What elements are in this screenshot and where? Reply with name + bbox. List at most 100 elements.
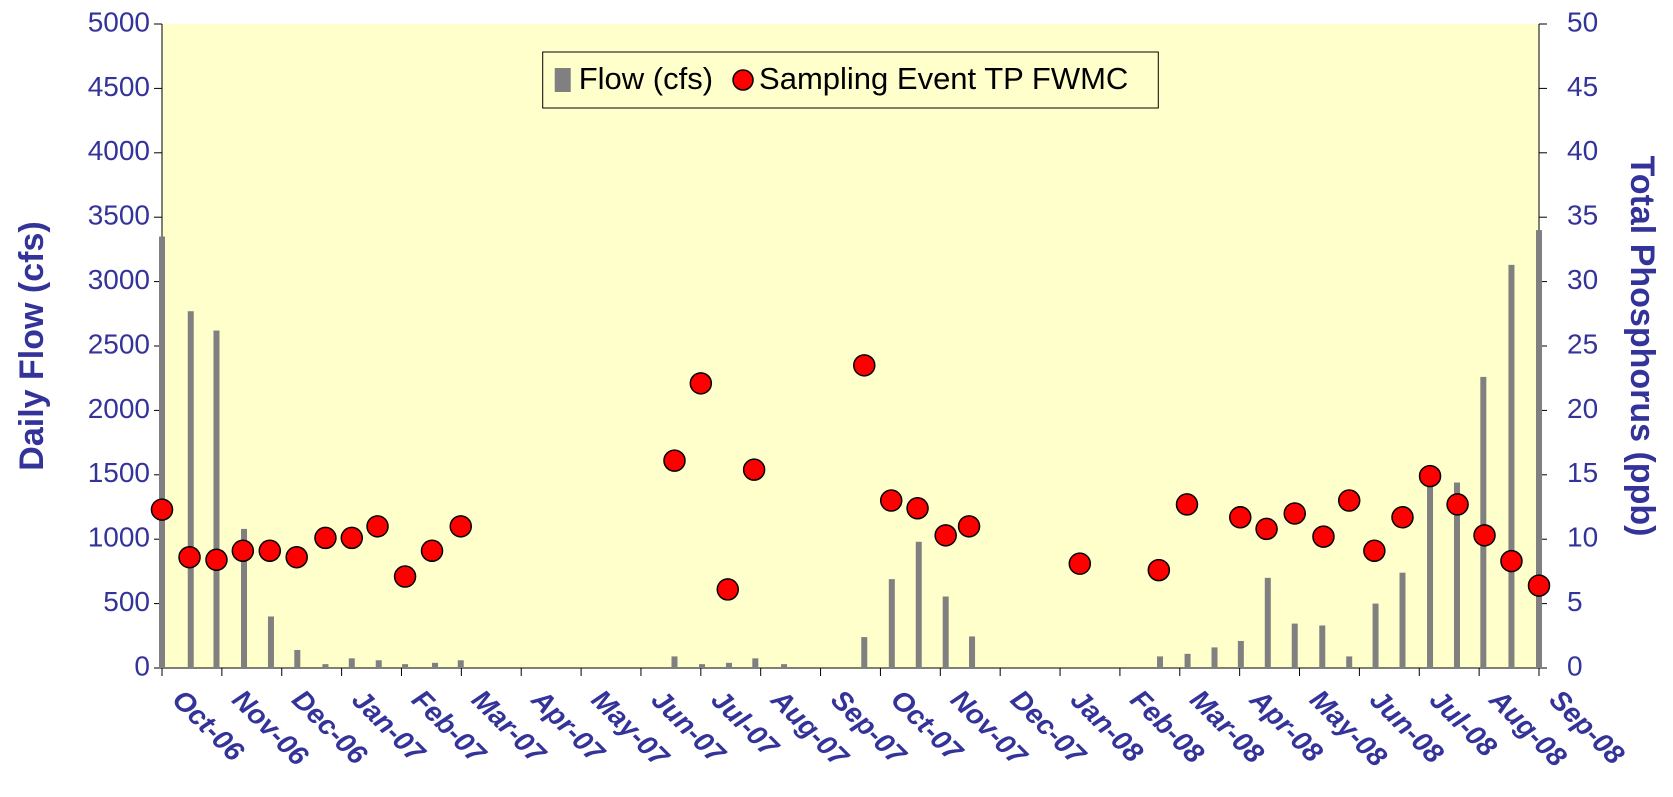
y-tick-label: 3000 [88,264,150,295]
point [231,539,255,563]
legend-box [542,51,1159,109]
legend-label: Flow (cfs) [579,61,713,96]
bar [213,330,220,668]
plot-area [162,24,1539,668]
point [150,498,174,521]
y2-tick-label: 20 [1567,393,1598,424]
bar [1508,264,1515,668]
y2-axis-title: Total Phosphorus (ppb) [1623,156,1661,537]
legend-label: Sampling Event TP FWMC [759,61,1128,96]
point [742,458,766,481]
bar [432,662,439,668]
point [1473,524,1496,547]
y2-tick-label: 30 [1567,264,1598,295]
point [366,515,389,538]
point [1500,549,1523,573]
point [906,497,929,520]
legend-swatch [554,68,571,92]
point [285,545,308,569]
legend: Flow (cfs) Sampling Event TP FWMC [542,51,1159,109]
y-tick-label: 4000 [88,135,150,166]
point [449,515,472,538]
point [957,515,981,538]
point [1175,493,1199,516]
y2-tick-label: 35 [1567,200,1598,231]
point [393,565,417,588]
y2-tick-label: 45 [1567,71,1598,102]
point [934,524,957,547]
bar [1399,572,1406,668]
bar [294,649,301,668]
y-tick-label: 2000 [88,393,150,424]
point [420,539,444,563]
point [1527,574,1551,597]
y-tick-label: 0 [134,650,150,681]
y-tick-label: 4500 [88,71,150,102]
point [205,548,228,572]
bar [915,541,922,668]
y2-tick-label: 15 [1567,457,1598,488]
point [340,526,364,550]
point [1391,506,1414,529]
bar [1536,230,1542,668]
y-tick-label: 1000 [88,522,150,553]
bar [267,616,274,668]
point [879,489,903,512]
bar [241,528,248,668]
point [689,372,713,395]
point [1283,502,1306,525]
point [1147,558,1171,582]
bar [1211,647,1218,668]
bar [1453,482,1460,668]
point [314,526,337,550]
y2-tick-label: 10 [1567,522,1598,553]
bar [725,662,732,668]
point [1229,506,1252,529]
y-tick-label: 1500 [88,457,150,488]
bar [159,236,165,668]
y2-tick-label: 25 [1567,328,1598,359]
bar [1237,640,1244,668]
y-tick-label: 3500 [88,200,150,231]
point [1446,493,1469,516]
bar [671,656,678,668]
bar [781,664,788,668]
y-axis-title: Daily Flow (cfs) [13,221,51,470]
bar [752,658,759,668]
bar [348,658,355,668]
point [178,545,201,569]
bar [1372,603,1379,668]
bar [699,664,706,668]
point [1312,525,1335,548]
bar [1319,625,1326,668]
point [663,449,686,472]
y2-tick-label: 40 [1567,135,1598,166]
bar [1157,656,1164,668]
bar [969,636,976,668]
point [1363,539,1386,563]
point [1255,517,1278,541]
bar [402,664,409,668]
y2-tick-label: 0 [1567,650,1583,681]
y2-tick-label: 5 [1567,586,1583,617]
bar [322,664,329,668]
bar [1291,623,1298,668]
point [853,354,876,377]
bar [1480,376,1487,668]
point [1068,552,1092,575]
bar [888,579,895,668]
point [1337,489,1361,512]
bar [861,637,868,668]
bar [457,660,464,668]
y2-tick-label: 50 [1567,6,1598,37]
y-tick-label: 5000 [88,6,150,37]
bar [1427,477,1434,668]
bar [1184,653,1191,668]
y-tick-label: 2500 [88,328,150,359]
bar [375,660,382,668]
bar [187,311,194,668]
bar [1346,656,1353,668]
bar [942,596,949,668]
point [1418,464,1442,488]
